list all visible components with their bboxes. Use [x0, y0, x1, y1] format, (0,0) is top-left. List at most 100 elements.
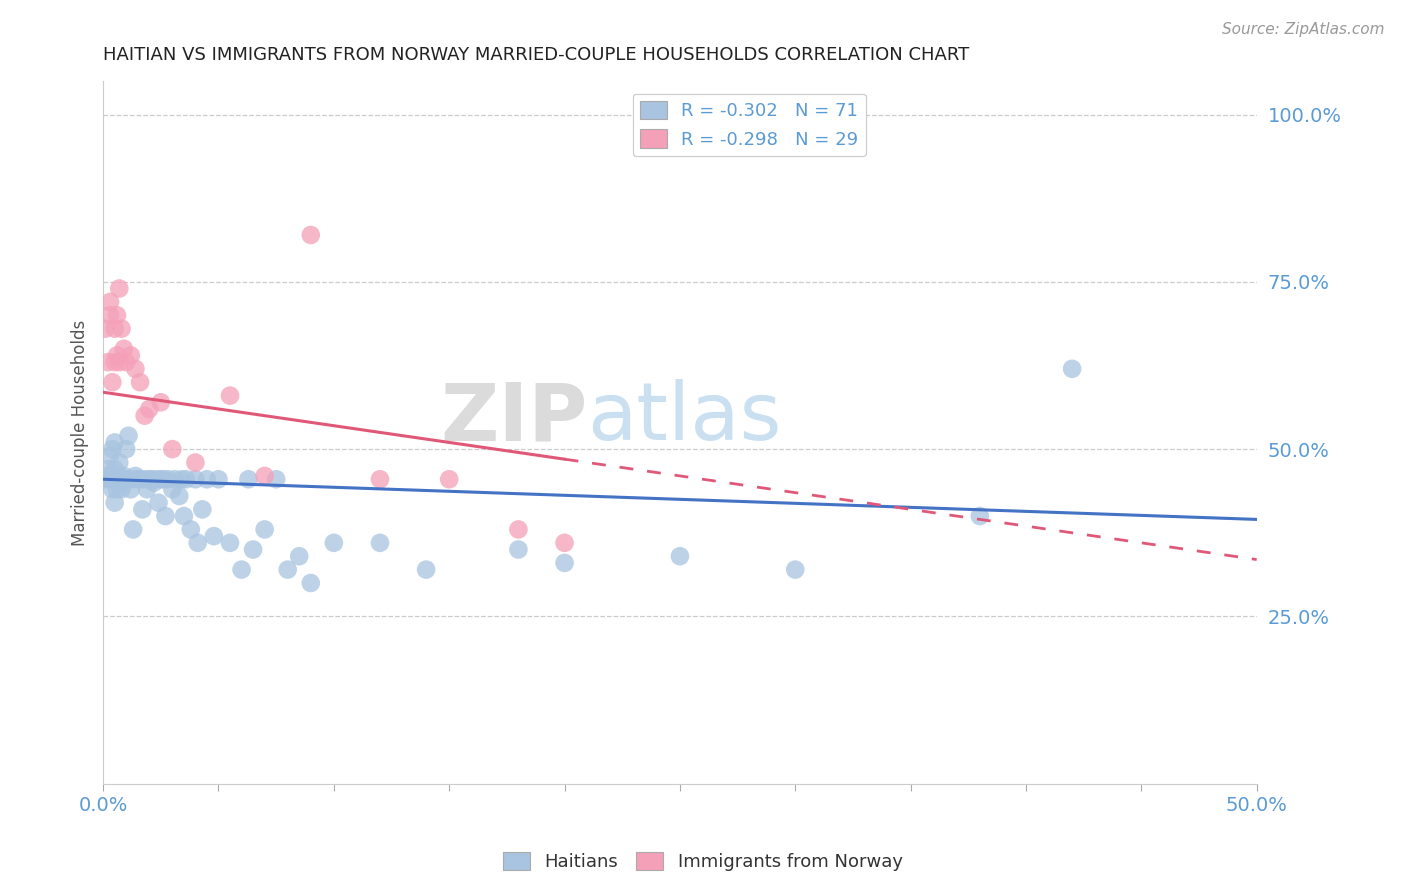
Text: ZIP: ZIP [440, 379, 588, 458]
Point [94, 472, 117, 486]
Point [149, 395, 172, 409]
Point [104, 321, 127, 335]
Point [129, 375, 152, 389]
Point [299, 227, 322, 242]
Point [554, 556, 576, 570]
Point [98, 472, 121, 486]
Point [554, 536, 576, 550]
Point [368, 536, 391, 550]
Point [112, 342, 135, 356]
Point [122, 472, 145, 486]
Point [253, 523, 276, 537]
Point [104, 496, 127, 510]
Point [170, 472, 193, 486]
Point [136, 483, 159, 497]
Point [145, 472, 167, 486]
Point [131, 502, 153, 516]
Point [97, 355, 120, 369]
Point [167, 489, 190, 503]
Legend: R = -0.302   N = 71, R = -0.298   N = 29: R = -0.302 N = 71, R = -0.298 N = 29 [633, 94, 866, 156]
Point [299, 576, 322, 591]
Point [105, 308, 128, 322]
Point [134, 472, 156, 486]
Point [104, 435, 127, 450]
Point [202, 529, 225, 543]
Point [112, 469, 135, 483]
Point [785, 563, 807, 577]
Point [242, 542, 264, 557]
Text: atlas: atlas [588, 379, 782, 458]
Point [415, 563, 437, 577]
Point [277, 563, 299, 577]
Point [173, 509, 195, 524]
Point [195, 472, 218, 486]
Point [98, 449, 121, 463]
Point [508, 542, 530, 557]
Point [148, 496, 170, 510]
Point [124, 469, 146, 483]
Point [101, 375, 124, 389]
Point [110, 321, 132, 335]
Point [163, 472, 186, 486]
Point [138, 401, 160, 416]
Point [115, 442, 138, 457]
Point [101, 442, 124, 457]
Point [368, 472, 391, 486]
Y-axis label: Married-couple Households: Married-couple Households [72, 319, 89, 546]
Point [98, 294, 121, 309]
Point [191, 502, 214, 516]
Point [138, 472, 160, 486]
Point [108, 456, 131, 470]
Point [219, 388, 242, 402]
Point [187, 536, 209, 550]
Text: HAITIAN VS IMMIGRANTS FROM NORWAY MARRIED-COUPLE HOUSEHOLDS CORRELATION CHART: HAITIAN VS IMMIGRANTS FROM NORWAY MARRIE… [103, 46, 969, 64]
Point [120, 348, 142, 362]
Point [108, 355, 131, 369]
Point [155, 509, 177, 524]
Point [104, 462, 127, 476]
Point [105, 483, 128, 497]
Point [108, 472, 131, 486]
Point [101, 483, 124, 497]
Point [129, 472, 152, 486]
Point [184, 456, 207, 470]
Point [97, 469, 120, 483]
Point [122, 523, 145, 537]
Point [264, 472, 287, 486]
Point [253, 469, 276, 483]
Point [105, 472, 128, 486]
Point [184, 472, 207, 486]
Point [105, 348, 128, 362]
Point [115, 355, 138, 369]
Point [156, 472, 179, 486]
Point [238, 472, 260, 486]
Point [288, 549, 311, 564]
Point [174, 472, 197, 486]
Point [142, 475, 165, 490]
Point [508, 523, 530, 537]
Point [127, 472, 149, 486]
Point [152, 472, 174, 486]
Point [207, 472, 229, 486]
Point [231, 563, 253, 577]
Point [117, 429, 139, 443]
Point [120, 483, 142, 497]
Point [162, 442, 184, 457]
Point [134, 409, 156, 423]
Point [112, 472, 135, 486]
Point [969, 509, 991, 524]
Point [115, 472, 138, 486]
Point [94, 321, 117, 335]
Point [162, 483, 184, 497]
Text: Source: ZipAtlas.com: Source: ZipAtlas.com [1222, 22, 1385, 37]
Point [180, 523, 202, 537]
Point [669, 549, 692, 564]
Point [108, 281, 131, 295]
Point [149, 472, 172, 486]
Point [124, 361, 146, 376]
Point [110, 472, 132, 486]
Point [104, 355, 127, 369]
Point [322, 536, 344, 550]
Point [105, 469, 128, 483]
Point [141, 472, 163, 486]
